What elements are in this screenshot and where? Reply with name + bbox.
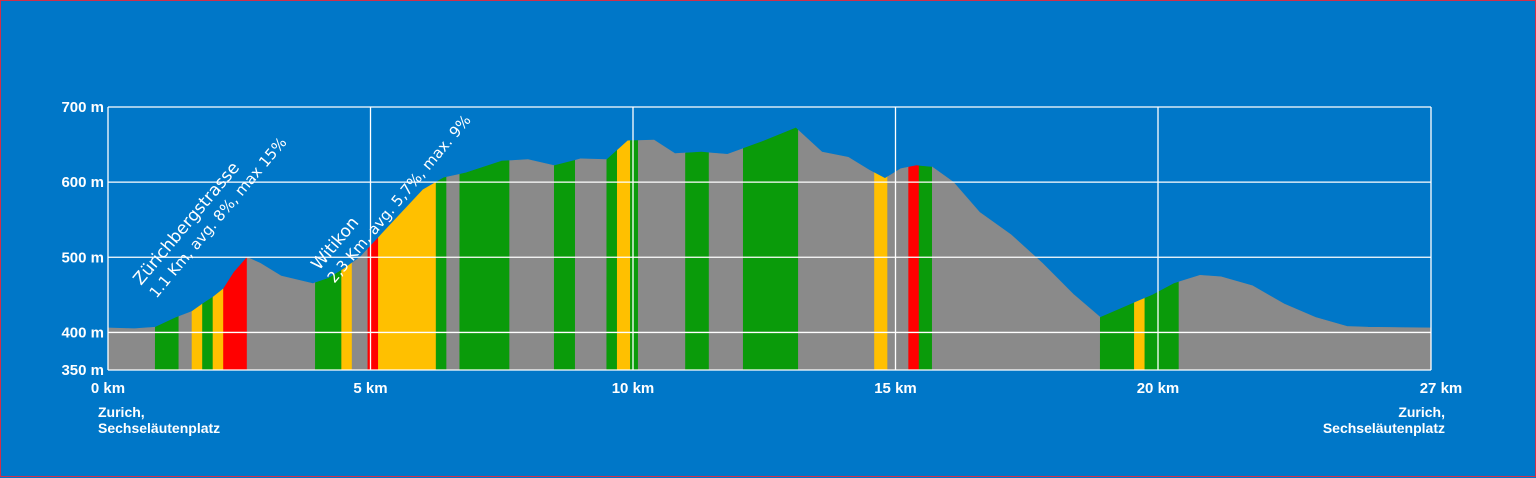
profile-segment-moderate [685, 151, 710, 371]
profile-segment-very_steep [908, 165, 920, 371]
end-place-label: Zurich, [1398, 404, 1445, 420]
profile-segment-flat [351, 248, 369, 371]
profile-segment-moderate [435, 176, 447, 371]
x-tick-label: 27 km [1420, 380, 1463, 397]
profile-segment-flat [1178, 274, 1432, 371]
profile-segment-flat [887, 166, 909, 371]
profile-segment-flat [446, 173, 461, 371]
profile-segment-flat [574, 158, 608, 371]
x-tick-label: 5 km [353, 380, 387, 397]
profile-segment-moderate [742, 127, 799, 371]
profile-segment-flat [798, 129, 875, 371]
start-place-label: Sechseläutenplatz [98, 420, 220, 436]
grid-group [107, 106, 1432, 371]
end-place-label: Sechseläutenplatz [1323, 420, 1445, 436]
profile-segment-steep [212, 288, 224, 371]
y-tick-label: 700 m [61, 99, 104, 116]
profile-segment-flat [637, 139, 686, 371]
profile-segment-very_steep [223, 256, 248, 371]
start-place-label: Zurich, [98, 404, 145, 420]
profile-segment-moderate [1144, 281, 1180, 371]
y-tick-label: 400 m [61, 324, 104, 341]
profile-segment-flat [178, 310, 193, 371]
x-tick-label: 20 km [1137, 380, 1180, 397]
profile-segment-moderate [606, 149, 618, 371]
profile-segment-moderate [918, 165, 933, 371]
profile-segment-flat [107, 326, 156, 371]
profile-segment-moderate [202, 296, 214, 371]
x-tick-label: 15 km [874, 380, 917, 397]
y-tick-label: 350 m [61, 362, 104, 379]
profile-segment-steep [616, 140, 631, 371]
profile-segment-steep [191, 303, 203, 371]
x-tick-label: 10 km [612, 380, 655, 397]
profile-segment-flat [509, 159, 555, 371]
profile-segment-steep [1134, 297, 1146, 371]
y-tick-label: 500 m [61, 249, 104, 266]
profile-segment-moderate [459, 160, 510, 371]
climb-name-label: Zürichbergstrasse [130, 158, 244, 289]
profile-fill-group [107, 127, 1432, 371]
profile-segment-steep [874, 172, 888, 371]
y-tick-label: 600 m [61, 174, 104, 191]
profile-segment-moderate [630, 140, 639, 371]
profile-segment-moderate [1099, 302, 1135, 371]
x-tick-label: 0 km [91, 380, 125, 397]
profile-segment-moderate [553, 159, 576, 371]
profile-segment-flat [931, 166, 1101, 371]
profile-segment-moderate [154, 315, 180, 371]
profile-segment-flat [246, 256, 316, 371]
